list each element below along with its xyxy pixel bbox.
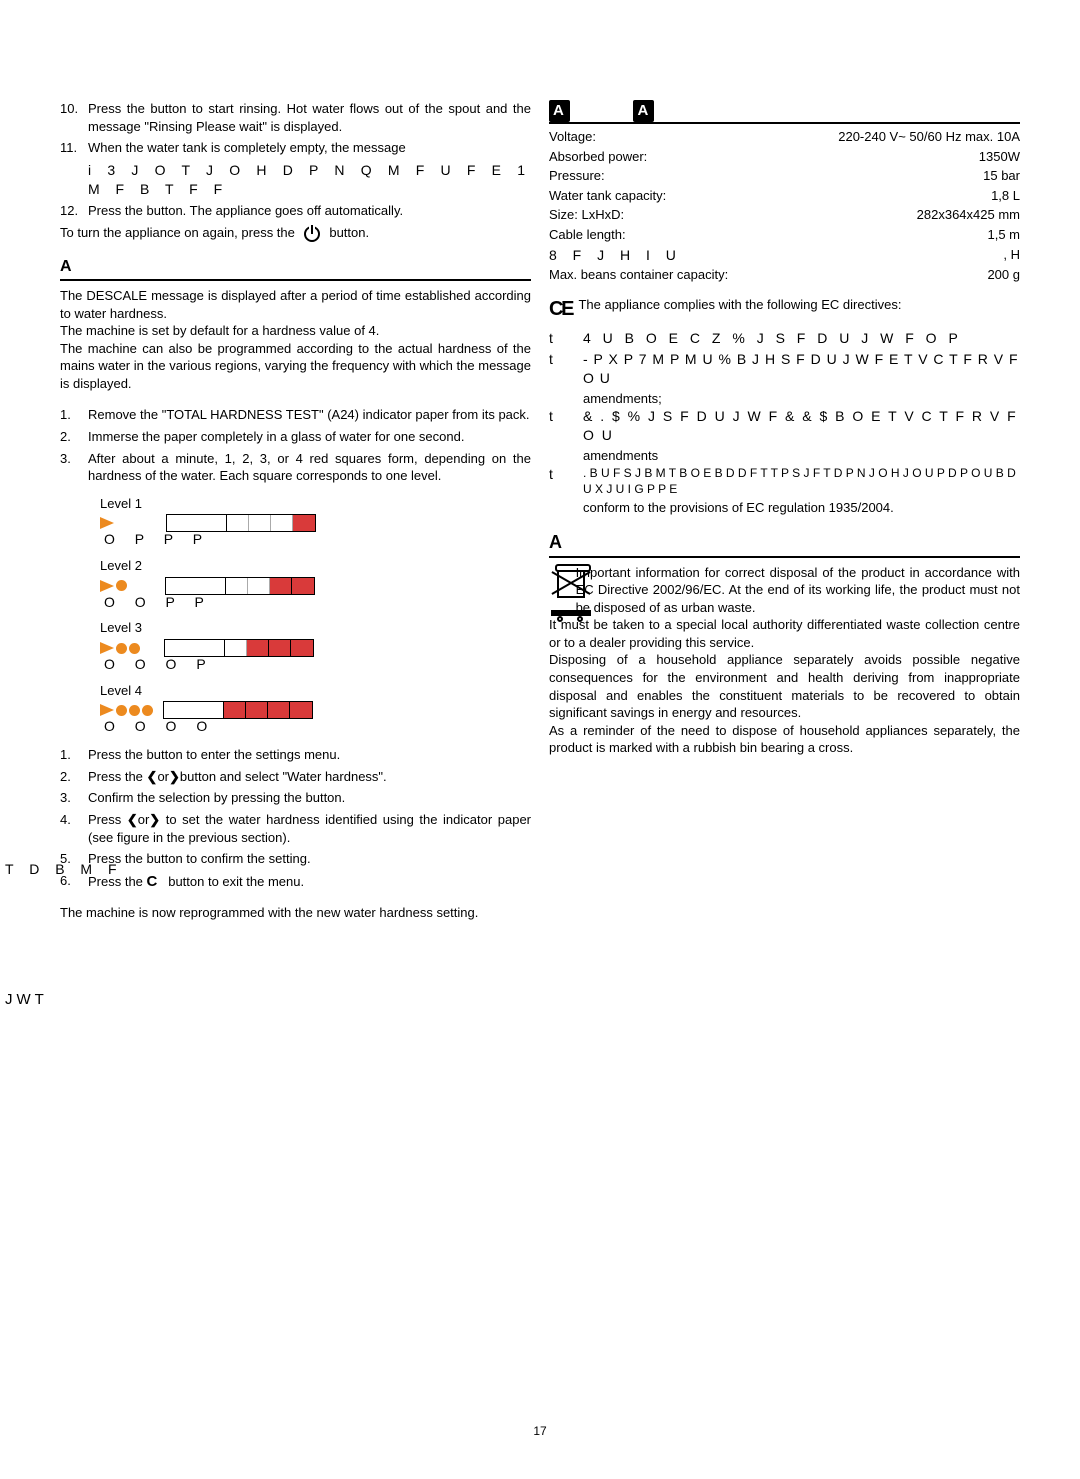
descale-para: The DESCALE message is displayed after a… — [60, 287, 531, 322]
section-header: A — [60, 256, 531, 282]
page-number: 17 — [533, 1423, 546, 1439]
directives-list: t4 U B O E C Z % J S F D U J W F O P t- … — [549, 329, 1020, 516]
tech-header: A A — [549, 100, 1020, 124]
garbled-text: i 3 J O T J O H D P N Q M F U F E 1 M F … — [88, 161, 531, 199]
rinsing-steps: 10.Press the button to start rinsing. Ho… — [60, 100, 531, 220]
ce-mark-icon: C E — [549, 296, 572, 323]
step-num: 12. — [60, 202, 88, 220]
disposal-header: A — [549, 530, 1020, 557]
section-a-icon: A — [549, 100, 570, 122]
disposal-section: Important information for correct dispos… — [549, 564, 1020, 617]
ce-compliance: C E The appliance complies with the foll… — [549, 296, 1020, 323]
set-hardness-steps: 1.Press the button to enter the settings… — [60, 746, 531, 892]
step-text: Press the button to start rinsing. Hot w… — [88, 100, 531, 135]
power-on-line: To turn the appliance on again, press th… — [60, 224, 531, 242]
tech-specs-table: Voltage:220-240 V~ 50/60 Hz max. 10A Abs… — [549, 128, 1020, 284]
power-icon — [304, 226, 320, 242]
default-hardness: The machine is set by default for a hard… — [60, 322, 531, 340]
section-a-icon: A — [633, 100, 654, 122]
reprogrammed-para: The machine is now reprogrammed with the… — [60, 904, 531, 922]
margin-garbled-1: T D B M F — [5, 860, 123, 879]
margin-garbled-2: JWT — [5, 990, 48, 1010]
weee-bin-icon — [549, 564, 568, 612]
program-para: The machine can also be programmed accor… — [60, 340, 531, 393]
step-text: When the water tank is completely empty,… — [88, 139, 531, 157]
step-num: 11. — [60, 139, 88, 157]
step-num: 10. — [60, 100, 88, 135]
step-text: Press the button. The appliance goes off… — [88, 202, 531, 220]
hardness-levels-diagram: Level 1 O P P P Level 2 O O P P — [100, 495, 531, 737]
hardness-test-steps: 1.Remove the "TOTAL HARDNESS TEST" (A24)… — [60, 406, 531, 484]
triangle-icon — [100, 517, 114, 529]
